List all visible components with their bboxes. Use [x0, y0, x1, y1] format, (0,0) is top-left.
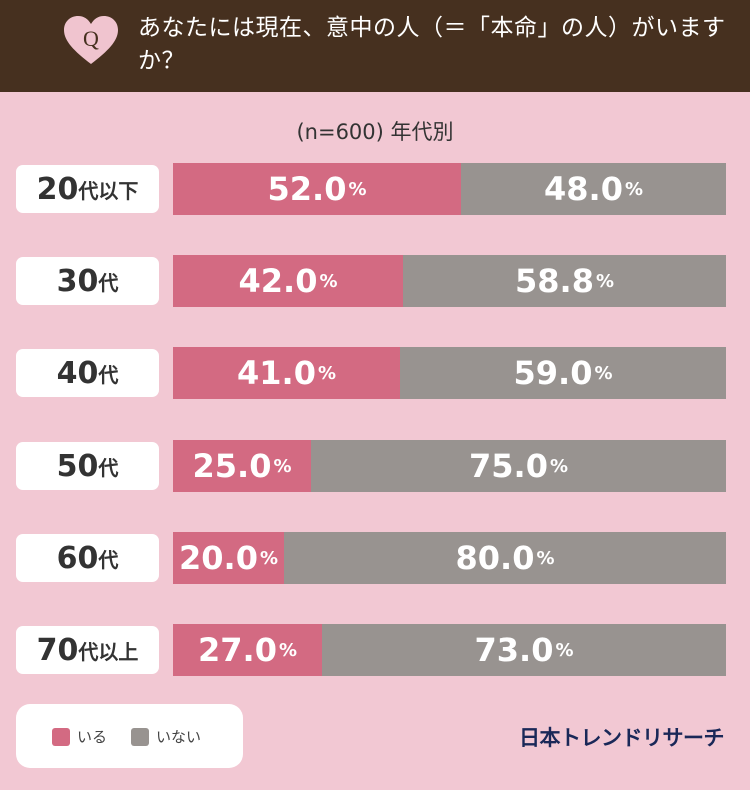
data-label: 48.0 [544, 170, 623, 208]
q-mark: Q [83, 26, 99, 51]
percent-unit: % [624, 178, 643, 200]
category-number: 60 [56, 540, 99, 576]
brand-logo: 日本トレンドリサーチ [519, 726, 725, 750]
category-suffix: 代 [98, 455, 119, 480]
category-number: 50 [56, 448, 99, 484]
data-label: 41.0 [237, 354, 316, 392]
legend-swatch-iru [52, 727, 70, 746]
legend-item-iru: いる [52, 726, 107, 747]
heart-icon: Q [64, 16, 118, 64]
question-text: あなたには現在、意中の人（＝「本命」の人）がいますか？ [138, 15, 726, 74]
bar-segment-iru: 42.0% [173, 255, 403, 307]
category-number: 20 [36, 171, 79, 207]
category-suffix: 代 [98, 547, 119, 572]
stacked-bar: 27.0% 73.0% [173, 624, 726, 676]
percent-unit: % [319, 270, 338, 292]
bar-segment-iru: 52.0% [173, 163, 461, 215]
data-label: 52.0 [267, 170, 347, 208]
bar-segment-inai: 73.0% [322, 624, 726, 676]
category-label: 50 代 [16, 442, 159, 490]
data-label: 75.0 [469, 447, 548, 485]
category-number: 40 [56, 355, 99, 391]
category-suffix: 代 [98, 362, 119, 387]
legend: いる いない [16, 704, 243, 768]
category-suffix: 代 [98, 270, 119, 295]
category-label: 60 代 [16, 534, 159, 582]
percent-unit: % [536, 547, 555, 569]
bar-segment-inai: 80.0% [284, 532, 726, 584]
percent-unit: % [259, 547, 278, 569]
percent-unit: % [348, 178, 367, 200]
stacked-bar: 41.0% 59.0% [173, 347, 726, 399]
bar-segment-inai: 48.0% [461, 163, 726, 215]
legend-swatch-inai [131, 727, 149, 746]
data-label: 25.0 [192, 447, 272, 485]
percent-unit: % [273, 455, 292, 477]
bar-segment-iru: 20.0% [173, 532, 284, 584]
stacked-bar: 52.0% 48.0% [173, 163, 726, 215]
stacked-bar: 20.0% 80.0% [173, 532, 726, 584]
category-number: 70 [36, 632, 79, 668]
legend-item-inai: いない [131, 726, 201, 747]
legend-label-iru: いる [77, 728, 108, 746]
percent-unit: % [317, 362, 336, 384]
data-label: 80.0 [455, 539, 535, 577]
data-label: 42.0 [238, 262, 318, 300]
data-label: 20.0 [179, 539, 258, 577]
category-label: 70 代以上 [16, 626, 159, 674]
bar-segment-iru: 25.0% [173, 440, 311, 492]
percent-unit: % [549, 455, 568, 477]
question-header: Q あなたには現在、意中の人（＝「本命」の人）がいますか？ [0, 0, 750, 92]
data-label: 73.0 [474, 631, 554, 669]
bar-segment-inai: 58.8% [403, 255, 726, 307]
category-label: 20 代以下 [16, 165, 159, 213]
bar-segment-inai: 75.0% [311, 440, 726, 492]
category-number: 30 [56, 263, 99, 299]
data-label: 59.0 [513, 354, 593, 392]
percent-unit: % [595, 270, 614, 292]
stacked-bar: 42.0% 58.8% [173, 255, 726, 307]
data-label: 27.0 [198, 631, 277, 669]
stacked-bar: 25.0% 75.0% [173, 440, 726, 492]
category-suffix: 代以下 [78, 178, 139, 203]
category-suffix: 代以上 [78, 639, 139, 664]
bar-segment-iru: 27.0% [173, 624, 322, 676]
percent-unit: % [555, 639, 574, 661]
chart-subtitle: (n=600) 年代別 [296, 120, 454, 144]
bar-segment-inai: 59.0% [400, 347, 726, 399]
data-label: 58.8 [515, 262, 594, 300]
category-label: 40 代 [16, 349, 159, 397]
legend-label-inai: いない [156, 728, 202, 746]
category-label: 30 代 [16, 257, 159, 305]
percent-unit: % [278, 639, 297, 661]
percent-unit: % [594, 362, 613, 384]
bar-segment-iru: 41.0% [173, 347, 400, 399]
